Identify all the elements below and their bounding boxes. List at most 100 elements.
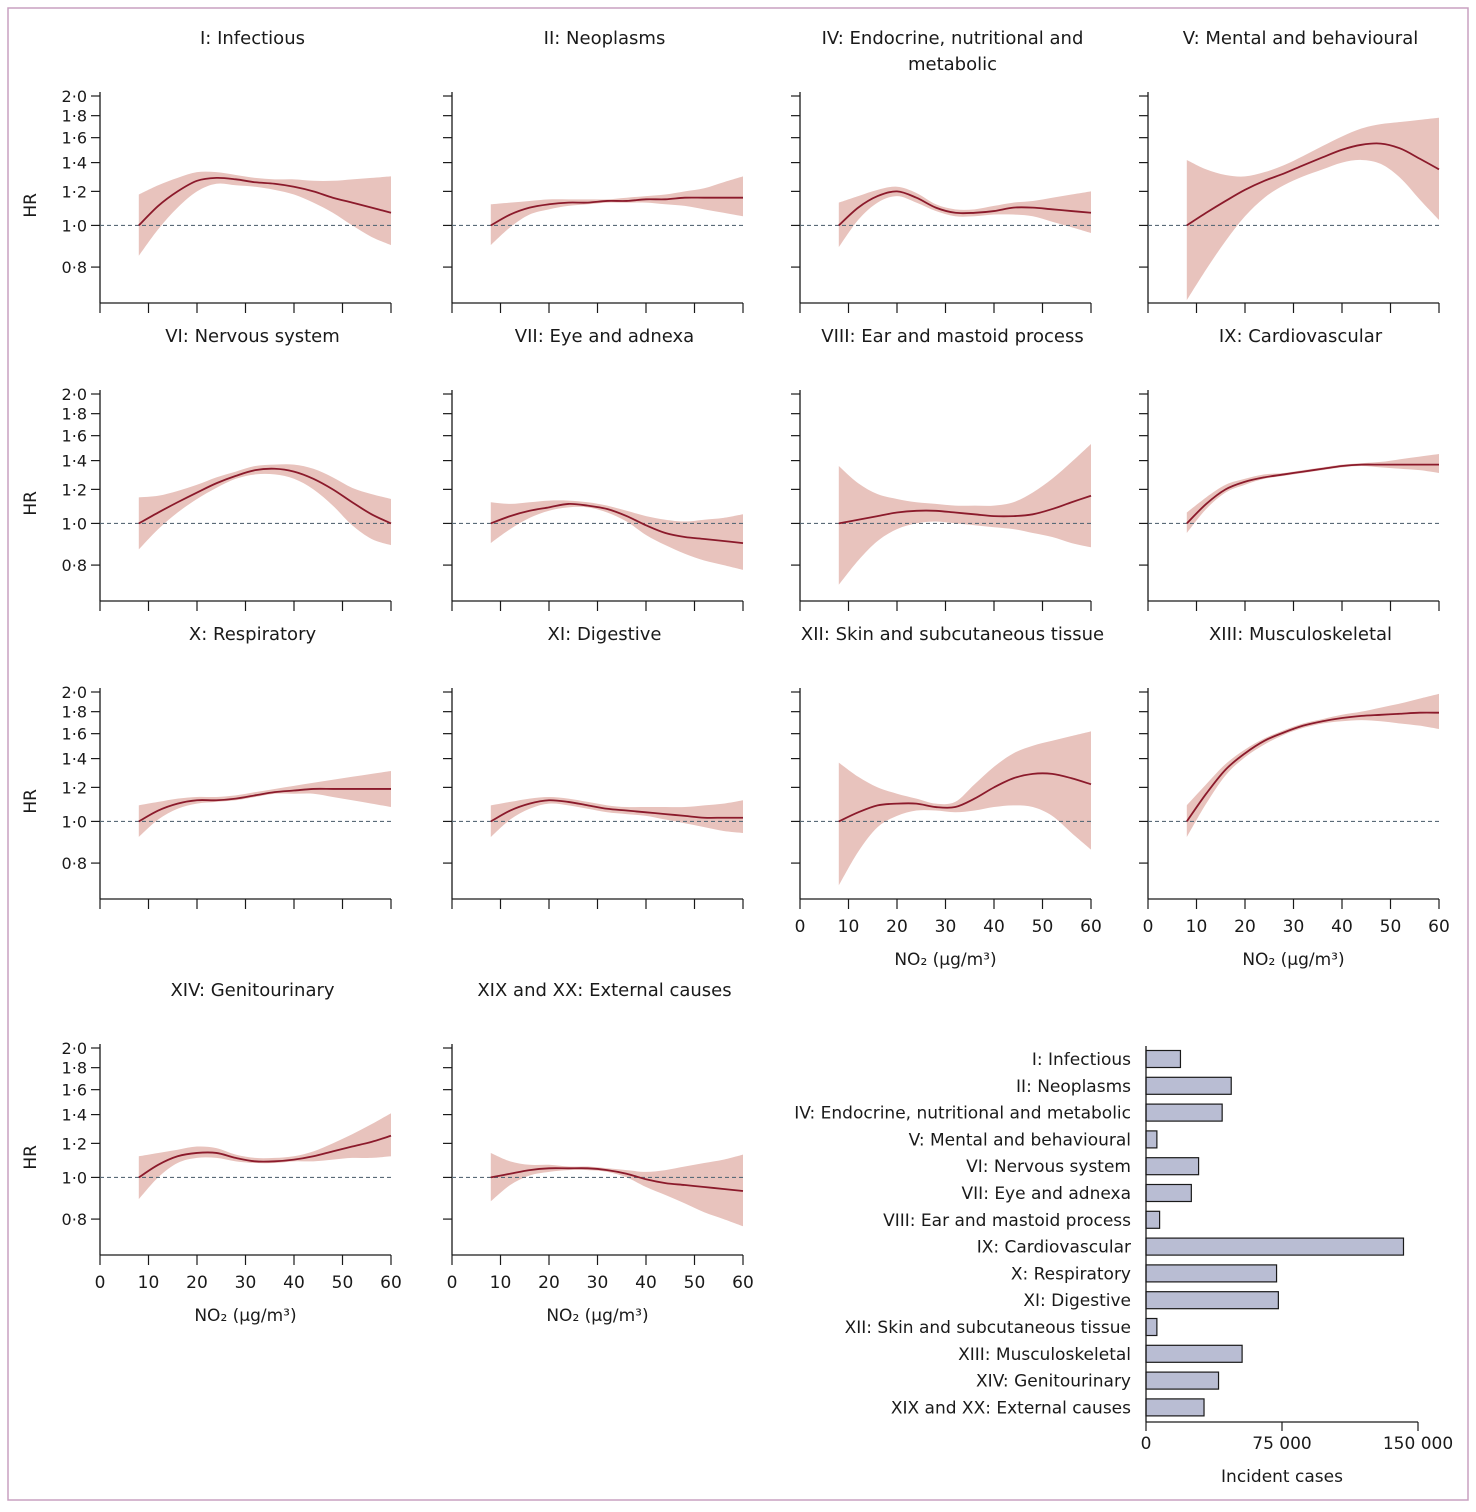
x-tick-label: 40 <box>983 917 1005 937</box>
panel-5: VI: Nervous system 0·8 1·0 1·2 1·4 1·6 1·82·0 H… <box>21 326 392 611</box>
panel-12: XIII: Musculoskeletal 0 10 20 30 40 50 60 NO₂ (µ… <box>1139 624 1450 970</box>
bar-category-label: II: Neoplasms <box>1016 1077 1131 1097</box>
hr-curve <box>490 1167 744 1192</box>
x-tick-label: 30 <box>1283 917 1305 937</box>
x-tick-label: 0 <box>95 1273 106 1293</box>
y-tick-label: 1·4 <box>62 452 87 471</box>
x-tick-label: 60 <box>1428 917 1450 937</box>
x-tick-label: 50 <box>1032 917 1054 937</box>
confidence-band <box>1186 454 1439 533</box>
hr-curve <box>838 190 1092 227</box>
hr-curve <box>1186 463 1439 525</box>
x-tick-label: 30 <box>235 1273 257 1293</box>
hr-curve <box>490 502 744 544</box>
x-tick-label: 50 <box>1380 917 1402 937</box>
confidence-band <box>138 171 391 256</box>
x-axis-label: NO₂ (µg/m³) <box>1242 950 1344 970</box>
bar-category-label: XIX and XX: External causes <box>891 1398 1131 1418</box>
panel-title: XIX and XX: External causes <box>477 980 731 1001</box>
y-tick-label: 1·8 <box>62 107 87 126</box>
x-tick-label: 50 <box>684 1273 706 1293</box>
bar-category-label: XIII: Musculoskeletal <box>958 1345 1131 1365</box>
x-tick-label: 40 <box>635 1273 657 1293</box>
hr-curve <box>138 176 392 227</box>
panel-title: X: Respiratory <box>189 624 317 645</box>
x-tick-label: 0 <box>795 917 806 937</box>
x-tick-label: 0 <box>447 1273 458 1293</box>
y-tick-label: 1·2 <box>62 1134 87 1153</box>
y-tick-label: 1·6 <box>62 427 87 446</box>
hr-curve <box>838 494 1092 525</box>
panel-13: XIV: Genitourinary 0·8 1·0 1·2 1·4 1·6 1·82·0 H… <box>21 980 402 1326</box>
bar-category-label: IV: Endocrine, nutritional and metabolic <box>794 1104 1131 1124</box>
panel-title: XII: Skin and subcutaneous tissue <box>801 624 1104 645</box>
x-tick-label: 40 <box>283 1273 305 1293</box>
x-tick-label: 10 <box>490 1273 512 1293</box>
panel-4: V: Mental and behavioural <box>1139 28 1440 313</box>
y-tick-label: 1·6 <box>62 129 87 148</box>
panel-title: IX: Cardiovascular <box>1219 326 1383 347</box>
bar <box>1145 1371 1220 1390</box>
panel-title: V: Mental and behavioural <box>1183 28 1419 49</box>
panel-10: XI: Digestive <box>443 624 744 909</box>
bar <box>1145 1157 1200 1176</box>
y-tick-label: 2·0 <box>62 87 87 106</box>
y-tick-label: 2·0 <box>62 385 87 404</box>
y-tick-label: 1·0 <box>62 216 87 235</box>
y-tick-label: 1·2 <box>62 778 87 797</box>
bar-category-label: XII: Skin and subcutaneous tissue <box>845 1318 1131 1338</box>
panel-8: IX: Cardiovascular <box>1139 326 1440 611</box>
x-tick-label: 20 <box>186 1273 208 1293</box>
panel-title: I: Infectious <box>200 28 305 49</box>
hr-curve <box>838 772 1092 823</box>
bar-category-label: I: Infectious <box>1032 1050 1131 1070</box>
figure-border <box>7 7 1469 1501</box>
confidence-band <box>490 1152 743 1227</box>
y-tick-label: 2·0 <box>62 1039 87 1058</box>
bar-x-axis-label: Incident cases <box>1221 1467 1343 1487</box>
x-axis-label: NO₂ (µg/m³) <box>894 950 996 970</box>
panel-1: I: Infectious 0·8 1·0 1·2 1·4 1·6 1·82·0 HR <box>21 28 392 313</box>
bar <box>1145 1291 1279 1310</box>
bar <box>1145 1049 1182 1069</box>
y-tick-label: 0·8 <box>62 258 87 277</box>
x-tick-label: 60 <box>380 1273 402 1293</box>
bar <box>1145 1344 1243 1363</box>
y-axis-label: HR <box>21 193 41 218</box>
panel-title: XI: Digestive <box>548 624 662 645</box>
x-tick-label: 0 <box>1143 917 1154 937</box>
x-tick-label: 20 <box>1234 917 1256 937</box>
y-tick-label: 1·4 <box>62 1106 87 1125</box>
hr-curve <box>138 1134 392 1179</box>
confidence-band <box>1186 117 1439 301</box>
bar-category-label: XIV: Genitourinary <box>976 1372 1131 1392</box>
panel-title: XIV: Genitourinary <box>170 980 334 1001</box>
y-tick-label: 1·0 <box>62 514 87 533</box>
x-axis-label: NO₂ (µg/m³) <box>194 1306 296 1326</box>
x-tick-label: 30 <box>587 1273 609 1293</box>
y-tick-label: 1·2 <box>62 480 87 499</box>
x-tick-label: 50 <box>332 1273 354 1293</box>
x-tick-label: 10 <box>1186 917 1208 937</box>
panel-14: XIX and XX: External causes 0 10 20 30 40 50 60… <box>443 980 754 1326</box>
bar-x-tick-label: 75 000 <box>1252 1434 1311 1454</box>
panel-11: XII: Skin and subcutaneous tissue 0 10 20 30… <box>791 624 1104 970</box>
hr-curve <box>138 467 392 525</box>
panel-title: VI: Nervous system <box>165 326 340 347</box>
panel-title: II: Neoplasms <box>544 28 666 49</box>
x-tick-label: 60 <box>732 1273 754 1293</box>
bar-category-label: VII: Eye and adnexa <box>962 1184 1131 1204</box>
y-tick-label: 0·8 <box>62 1210 87 1229</box>
bar <box>1145 1237 1405 1256</box>
panel-title: VIII: Ear and mastoid process <box>821 326 1083 347</box>
confidence-band <box>138 464 391 550</box>
bar-category-label: IX: Cardiovascular <box>977 1238 1131 1258</box>
hr-curve <box>1186 142 1440 227</box>
bar <box>1145 1103 1223 1122</box>
bar <box>1145 1398 1205 1417</box>
bar <box>1145 1210 1161 1229</box>
y-tick-label: 1·6 <box>62 725 87 744</box>
x-tick-label: 20 <box>538 1273 560 1293</box>
panel-7: VIII: Ear and mastoid process <box>791 326 1092 611</box>
